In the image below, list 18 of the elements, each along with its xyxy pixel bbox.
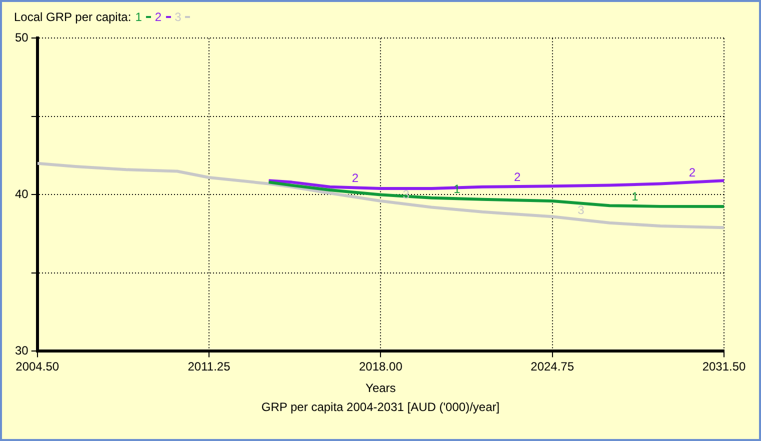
x-tick-label: 2004.50 [16,360,60,374]
text: 2 [514,170,521,184]
legend-title: Local GRP per capita: [14,10,132,24]
y-tick-label: 40 [14,187,29,202]
x-tick-label: 2031.50 [702,360,746,374]
text: 2 [688,165,696,180]
legend-label: 1 [135,10,142,24]
x-tick-label: 2018.00 [358,360,403,374]
text: 1 [632,189,638,204]
legend-label: 2 [154,10,162,24]
text: 2 [352,170,359,185]
y-tick-label: 30 [14,344,29,358]
x-tick-label: 2011.25 [188,360,231,374]
x-axis-title: Years [366,381,396,396]
y-tick-label: 50 [14,30,29,45]
text: 3 [402,187,410,202]
x-tick-label: 2024.75 [530,360,574,374]
text: GRP per capita 2004-2031 [AUD ('000)/year] [260,400,501,414]
